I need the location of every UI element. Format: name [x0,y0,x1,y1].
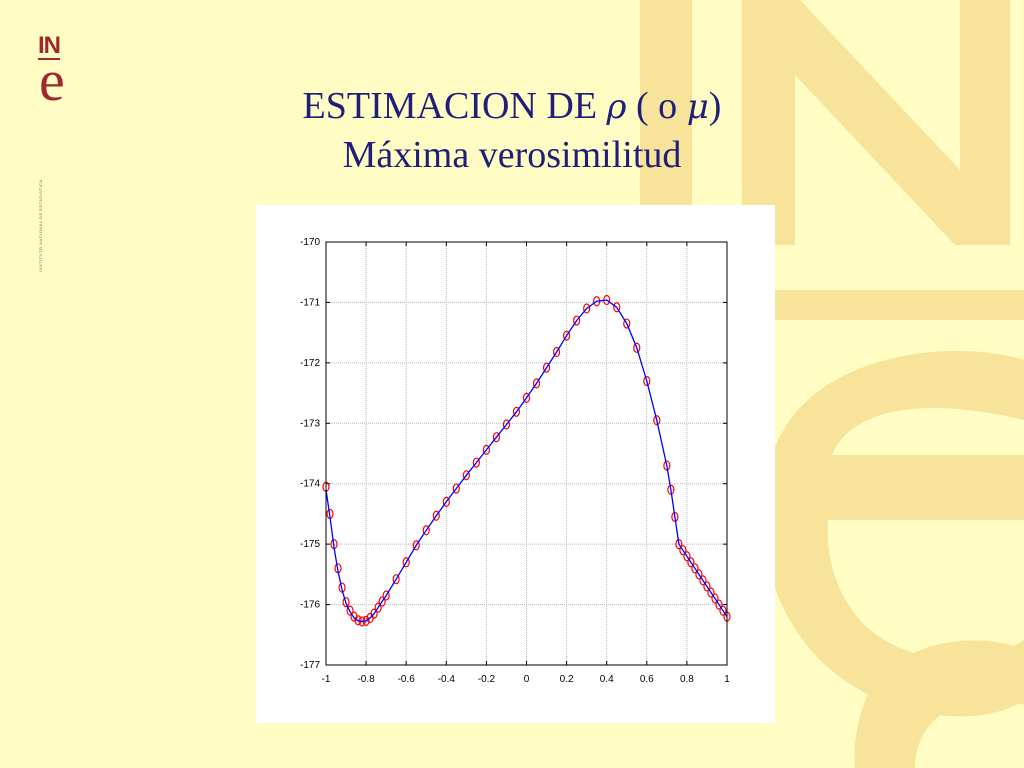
mu-symbol: μ [686,87,709,127]
x-tick-label: -0.2 [478,674,496,685]
plot-panel: -1 -0.8 -0.6 -0.4 -0.2 0 0.2 0.4 0.6 0.8 1 -170 -17… [256,205,775,723]
title-line-1-suffix: ) [708,85,722,127]
marker-point [653,415,661,426]
marker-point [563,330,571,341]
marker-point [643,375,651,387]
rho-symbol: ρ [606,87,627,127]
marker-point [382,590,390,601]
marker-point [633,342,641,353]
marker-point [583,303,591,314]
marker-point [532,378,541,389]
marker-point [472,457,480,468]
watermark-letter-n [742,0,1010,245]
marker-point [703,581,711,592]
marker-point [715,599,723,610]
x-tick-label: -0.6 [398,674,416,685]
curve-line [325,299,728,623]
y-tick-labels: -170 -171 -172 -173 -174 -175 -176 -177 [300,237,320,671]
plot-area-background [326,242,727,665]
y-tick-label: -171 [300,297,320,308]
marker-point [492,432,501,443]
logo-e-text: e [39,48,65,113]
y-tick-label: -174 [300,479,320,490]
marker-point [719,605,727,616]
curve-series [325,299,728,623]
marker-point [573,315,581,326]
marker-point [432,510,440,521]
marker-point [542,362,551,373]
marker-point [623,318,631,329]
x-tick-label: -1 [322,674,331,685]
marker-point [462,470,470,481]
logo-vertical-caption: INSTITUTO NACIONAL DE ESTADISTICA [38,179,43,272]
marker-point [711,593,719,604]
title-line-1: ESTIMACION DE ρ ( o μ) [200,82,824,131]
x-tick-label: 1 [724,674,730,685]
marker-point [422,525,430,536]
marker-point [378,596,386,607]
title-line-1-prefix: ESTIMACION DE [302,85,607,127]
x-tick-label: -0.4 [438,674,456,685]
marker-point [392,574,400,585]
x-tick-label: 0.4 [600,674,614,685]
marker-point [683,551,691,562]
marker-point [699,575,707,586]
watermark-letter-i [640,0,692,245]
marker-point [482,444,490,455]
slide-title: ESTIMACION DE ρ ( o μ) Máxima verosimili… [200,82,824,179]
marker-point [512,406,521,417]
marker-point [342,597,350,608]
x-tick-label: 0.8 [680,674,694,685]
marker-point [679,545,687,556]
marker-point [552,346,561,358]
title-line-1-middle: ( o [626,85,687,127]
marker-point [707,587,715,598]
x-tick-label: 0.6 [640,674,654,685]
marker-point [663,460,671,471]
x-tick-label: 0 [524,674,530,685]
marker-point [412,540,420,551]
marker-point [502,419,511,430]
marker-point [452,483,460,494]
y-tick-label: -177 [300,660,320,671]
logo-in-text: IN [38,32,61,60]
marker-point [667,484,675,495]
plot-frame [325,241,728,666]
watermark-bar [742,290,1024,320]
likelihood-chart: -1 -0.8 -0.6 -0.4 -0.2 0 0.2 0.4 0.6 0.8 1 -170-17… [300,237,731,685]
marker-point [613,302,621,313]
marker-point [338,582,346,593]
marker-point [695,569,703,580]
y-tick-label: -170 [300,237,320,248]
marker-point [374,602,382,613]
x-tick-labels: -1 -0.8 -0.6 -0.4 -0.2 0 0.2 0.4 0.6 0.8 1 [322,674,731,685]
marker-point [691,563,699,574]
y-tick-label: -175 [300,539,320,550]
marker-series [322,294,731,627]
marker-point [354,615,362,626]
x-tick-label: 0.2 [560,674,574,685]
marker-point [687,557,695,568]
y-tick-label: -173 [300,418,320,429]
title-line-2: Máxima verosimilitud [342,134,682,176]
y-tick-label: -172 [300,358,320,369]
marker-point [346,605,354,616]
marker-point [370,608,378,619]
watermark-letter-e [761,350,1024,717]
marker-point [350,611,358,622]
marker-point [442,496,450,507]
marker-point [522,392,531,404]
ine-logo: IN e [38,34,80,114]
watermark-letter-e-lower [854,640,1024,768]
x-tick-label: -0.8 [357,674,375,685]
y-tick-label: -176 [300,600,320,611]
marker-point [402,557,410,568]
